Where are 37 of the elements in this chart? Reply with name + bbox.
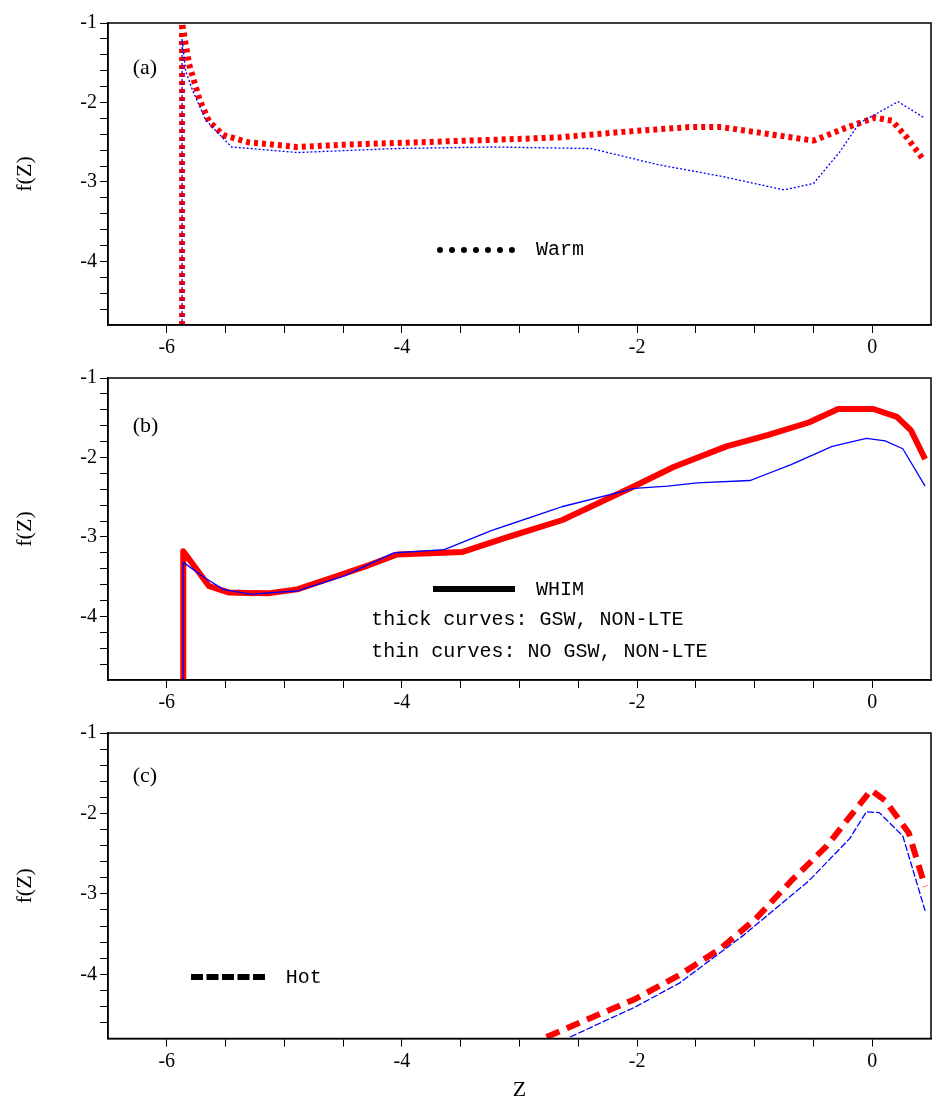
x-tick-label: -4 <box>393 1048 411 1071</box>
annotation: Warm <box>535 237 584 261</box>
y-tick-label: -2 <box>80 800 97 823</box>
x-tick-label: -2 <box>628 1048 646 1071</box>
annotation: thin curves: NO GSW, NON-LTE <box>371 639 708 663</box>
x-tick-label: 0 <box>867 1048 878 1071</box>
x-tick-label: -2 <box>628 335 646 358</box>
y-tick-label: -3 <box>80 524 97 547</box>
y-tick-label: -3 <box>80 881 97 904</box>
y-tick-label: -4 <box>80 961 97 984</box>
annotation: (c) <box>132 761 158 787</box>
x-tick-label: -6 <box>158 1048 176 1071</box>
y-tick-label: -2 <box>80 89 97 112</box>
y-axis-title: f(Z) <box>10 156 36 192</box>
y-tick-label: -3 <box>80 169 97 192</box>
x-tick-label: -4 <box>393 335 411 358</box>
annotation: Hot <box>285 965 322 989</box>
x-tick-label: -6 <box>158 690 176 713</box>
annotation: thick curves: GSW, NON-LTE <box>371 607 684 631</box>
y-tick-label: -1 <box>80 720 97 743</box>
y-tick-label: -4 <box>80 248 97 271</box>
x-tick-label: 0 <box>867 335 878 358</box>
x-tick-label: -6 <box>158 335 176 358</box>
y-axis-title: f(Z) <box>10 511 36 547</box>
y-tick-label: -2 <box>80 444 97 467</box>
annotation: (b) <box>132 412 159 438</box>
x-axis-title: Z <box>512 1075 527 1101</box>
y-tick-label: -1 <box>80 10 97 33</box>
y-tick-label: -1 <box>80 365 97 388</box>
y-tick-label: -4 <box>80 603 97 626</box>
x-tick-label: 0 <box>867 690 878 713</box>
y-axis-title: f(Z) <box>10 868 36 904</box>
x-tick-label: -4 <box>393 690 411 713</box>
line-series <box>569 811 926 1038</box>
annotation: WHIM <box>535 577 584 601</box>
annotation: (a) <box>132 54 158 80</box>
x-tick-label: -2 <box>628 690 646 713</box>
